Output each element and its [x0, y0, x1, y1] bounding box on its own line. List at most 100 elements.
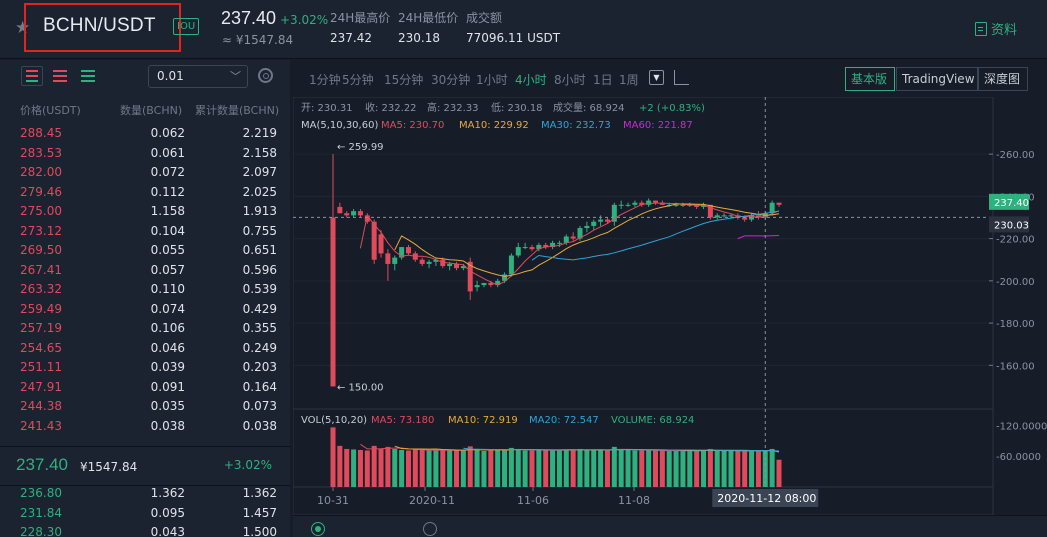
total-cell: 2.158: [242, 145, 277, 160]
timeframe-3[interactable]: 30分钟: [431, 73, 471, 87]
precision-select[interactable]: 0.01 ﹀: [148, 65, 248, 88]
total-cell: 1.500: [242, 525, 277, 537]
vol-info-4: VOLUME: 68.924: [611, 415, 694, 426]
volume-bar: [412, 449, 418, 487]
x-tick-label: 11-08: [618, 494, 650, 507]
ma-info-1: MA5: 230.70: [381, 120, 444, 131]
ask-row[interactable]: 257.19 0.106 0.355: [0, 321, 290, 340]
ask-row[interactable]: 244.38 0.035 0.073: [0, 399, 290, 418]
ask-row[interactable]: 267.41 0.057 0.596: [0, 263, 290, 282]
indicator-chart-icon[interactable]: [674, 70, 689, 85]
turnover-value: 77096.11 USDT: [466, 31, 561, 45]
timeframe-2[interactable]: 15分钟: [384, 73, 424, 87]
market-radio[interactable]: [423, 522, 437, 536]
amount-cell: 0.043: [150, 525, 185, 537]
col-total: 累计数量(BCHN): [195, 104, 280, 117]
candle-body: [378, 234, 384, 254]
ask-row[interactable]: 275.00 1.158 1.913: [0, 204, 290, 223]
ask-row[interactable]: 279.46 0.112 2.025: [0, 185, 290, 204]
timeframe-dropdown[interactable]: ▼: [649, 70, 664, 85]
volume-bar: [591, 449, 597, 487]
price-cell: 259.49: [20, 301, 62, 316]
price-cell: 288.45: [20, 126, 62, 140]
ask-row[interactable]: 273.12 0.104 0.755: [0, 224, 290, 243]
amount-cell: 0.072: [150, 165, 185, 179]
ma60-line: [737, 235, 780, 240]
candle-body: [467, 261, 473, 292]
view-asks-button[interactable]: [49, 66, 71, 86]
total-cell: 0.539: [242, 282, 277, 296]
candle-body: [460, 266, 466, 269]
volume-bar: [604, 450, 610, 487]
mode-2[interactable]: 深度图: [978, 67, 1028, 91]
timeframe-0[interactable]: 1分钟: [309, 73, 341, 87]
docs-link[interactable]: 资料: [975, 19, 1017, 38]
timeframe-6[interactable]: 8小时: [554, 73, 586, 87]
mode-1[interactable]: TradingView: [896, 67, 978, 91]
last-price: 237.40: [221, 8, 277, 28]
amount-cell: 0.104: [150, 223, 185, 238]
volume-bar: [652, 450, 658, 487]
price-tick-label: -220.00: [996, 235, 1035, 246]
price-tick-label: -260.00: [996, 150, 1035, 161]
candle-body: [742, 217, 748, 220]
candle-body: [522, 247, 528, 249]
timeframe-1[interactable]: 5分钟: [342, 73, 374, 87]
docs-label: 资料: [991, 23, 1018, 38]
volume-bar: [440, 450, 446, 487]
limit-radio[interactable]: [311, 522, 325, 536]
ask-row[interactable]: 241.43 0.038 0.038: [0, 419, 290, 438]
total-cell: 1.362: [242, 486, 277, 500]
timeframe-8[interactable]: 1周: [619, 73, 639, 87]
candle-body: [488, 282, 494, 286]
col-price: 价格(USDT): [20, 104, 81, 117]
amount-cell: 1.158: [150, 204, 185, 218]
ask-row[interactable]: 282.00 0.072 2.097: [0, 165, 290, 184]
total-cell: 0.755: [242, 223, 277, 238]
ask-row[interactable]: 263.32 0.110 0.539: [0, 282, 290, 301]
ask-row[interactable]: 254.65 0.046 0.249: [0, 341, 290, 360]
total-cell: 0.249: [242, 340, 277, 355]
vol-info-0: VOL(5,10,20): [301, 415, 367, 426]
favorite-star-icon[interactable]: ★: [15, 18, 31, 38]
price-change: +3.02%: [280, 13, 329, 27]
ask-row[interactable]: 247.91 0.091 0.164: [0, 380, 290, 399]
candle-body: [556, 242, 562, 244]
amount-cell: 0.039: [150, 360, 185, 374]
view-both-button[interactable]: [21, 66, 43, 86]
volume-bar: [474, 449, 480, 487]
bid-row[interactable]: 228.30 0.043 1.500: [0, 525, 290, 537]
amount-cell: 0.046: [150, 340, 185, 355]
volume-bar: [769, 448, 775, 487]
cursor-price-tag: [989, 216, 1029, 233]
view-bids-button[interactable]: [77, 66, 99, 86]
ask-row[interactable]: 288.45 0.062 2.219: [0, 126, 290, 145]
bid-row[interactable]: 236.80 1.362 1.362: [0, 486, 290, 505]
volume-bar: [536, 449, 542, 487]
total-cell: 0.038: [242, 418, 277, 433]
timeframe-5[interactable]: 4小时: [515, 73, 547, 87]
candle-body: [694, 204, 700, 207]
ask-row[interactable]: 283.53 0.061 2.158: [0, 146, 290, 165]
kline-chart[interactable]: -160.00-180.00-200.00-220.00-240.00-260.…: [293, 97, 1047, 515]
volume-bar: [426, 450, 432, 487]
candle-body: [426, 261, 432, 264]
ask-row[interactable]: 269.50 0.055 0.651: [0, 243, 290, 262]
ohlc-info-5: +2 (+0.83%): [639, 103, 705, 114]
timeframe-4[interactable]: 1小时: [476, 73, 508, 87]
amount-cell: 0.110: [150, 282, 185, 296]
mode-0[interactable]: 基本版: [845, 67, 895, 91]
timeframe-7[interactable]: 1日: [593, 73, 613, 87]
volume-bar: [543, 449, 549, 487]
bid-row[interactable]: 231.84 0.095 1.457: [0, 506, 290, 525]
pair-title[interactable]: BCHN/USDT: [43, 15, 156, 36]
total-cell: 0.596: [242, 262, 277, 277]
chevron-down-icon: ﹀: [230, 70, 241, 83]
price-tick-label: -160.00: [996, 361, 1035, 372]
ask-row[interactable]: 259.49 0.074 0.429: [0, 302, 290, 321]
volume-bar: [577, 448, 583, 487]
ask-row[interactable]: 251.11 0.039 0.203: [0, 360, 290, 379]
candle-body: [385, 253, 391, 264]
gear-icon[interactable]: [258, 68, 273, 83]
volume-bar: [742, 451, 748, 487]
